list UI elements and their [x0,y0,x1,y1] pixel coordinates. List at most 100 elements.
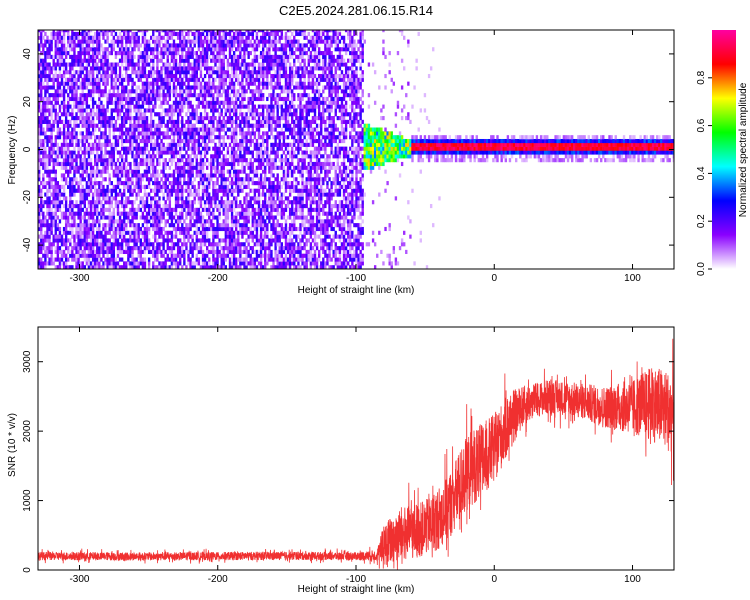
heatmap-cell [106,215,109,220]
heatmap-cell [216,169,219,174]
heatmap-cell [62,51,66,56]
heatmap-cell [106,31,109,37]
heatmap-cell [137,30,140,33]
heatmap-cell [228,112,232,117]
heatmap-cell [156,246,159,251]
heatmap-cell [145,242,149,247]
heatmap-cell [67,51,70,56]
heatmap-cell [214,47,217,52]
heatmap-cell [62,188,66,193]
heatmap-cell [102,158,105,163]
heatmap-cell [77,165,80,170]
heatmap-cell [222,219,225,224]
heatmap-cell [222,142,225,147]
heatmap-cell [94,100,97,105]
heatmap-cell [205,112,209,117]
heatmap-cell [56,123,60,128]
heatmap-cell [127,100,130,105]
heatmap-cell [201,77,205,82]
heatmap-cell [60,81,64,86]
heatmap-cell [85,150,89,155]
heatmap-cell [166,238,169,243]
heatmap-cell [106,265,109,269]
heatmap-cell [137,146,140,151]
heatmap-cell [214,108,217,113]
heatmap-cell [232,93,236,98]
heatmap-cell [154,89,157,94]
heatmap-cell [87,123,91,128]
heatmap-cell [67,265,70,269]
heatmap-cell [216,261,219,266]
heatmap-cell [98,51,101,56]
heatmap-cell [67,100,70,105]
heatmap-cell [203,66,207,71]
heatmap-cell [96,242,99,247]
heatmap-cell [179,184,182,189]
heatmap-cell [210,73,213,79]
heatmap-cell [179,181,182,186]
heatmap-cell [62,146,66,151]
heatmap-cell [191,253,194,258]
heatmap-cell [123,226,126,232]
heatmap-cell [158,158,161,163]
heatmap-cell [85,173,89,178]
heatmap-cell [245,173,248,178]
heatmap-cell [120,173,124,178]
heatmap-cell [203,112,207,117]
heatmap-cell [143,158,147,163]
heatmap-cell [48,54,51,59]
heatmap-cell [235,39,238,44]
heatmap-cell [137,70,140,75]
heatmap-cell [89,249,93,254]
heatmap-cell [195,93,198,98]
heatmap-cell [189,119,192,124]
heatmap-cell [210,108,213,113]
heatmap-cell [170,31,174,37]
heatmap-cell [183,127,186,132]
heatmap-cell [46,89,49,94]
heatmap-cell [201,207,205,212]
heatmap-cell [218,135,221,140]
heatmap-cell [179,257,182,262]
heatmap-cell [91,223,95,228]
heatmap-cell [131,142,134,147]
heatmap-cell [193,261,196,266]
heatmap-cell [60,30,64,33]
heatmap-cell [98,47,101,52]
heatmap-cell [48,100,51,105]
heatmap-cell [69,242,72,247]
heatmap-cell [48,154,51,159]
heatmap-cell [127,81,130,86]
heatmap-cell [46,116,49,121]
heatmap-cell [91,203,95,209]
heatmap-cell [247,127,250,132]
heatmap-cell [129,230,132,235]
heatmap-cell [249,142,252,147]
heatmap-cell [145,226,149,232]
heatmap-cell [118,96,122,102]
heatmap-cell [212,66,215,71]
heatmap-cell [195,62,198,67]
heatmap-cell [38,211,41,216]
heatmap-cell [226,238,230,243]
heatmap-cell [193,85,196,90]
heatmap-cell [145,116,149,121]
heatmap-cell [179,43,182,48]
heatmap-cell [77,62,80,67]
heatmap-cell [232,146,236,151]
heatmap-cell [64,230,68,235]
heatmap-cell [75,35,78,40]
heatmap-cell [218,265,221,269]
heatmap-cell [205,100,209,105]
heatmap-cell [131,77,134,82]
heatmap-cell [212,104,215,109]
heatmap-cell [131,238,134,243]
heatmap-cell [98,230,101,235]
heatmap-cell [112,135,116,140]
heatmap-cell [58,54,62,59]
heatmap-cell [133,226,136,232]
heatmap-cell [112,261,116,266]
heatmap-cell [247,173,250,178]
heatmap-cell [143,85,147,90]
heatmap-cell [79,138,82,144]
